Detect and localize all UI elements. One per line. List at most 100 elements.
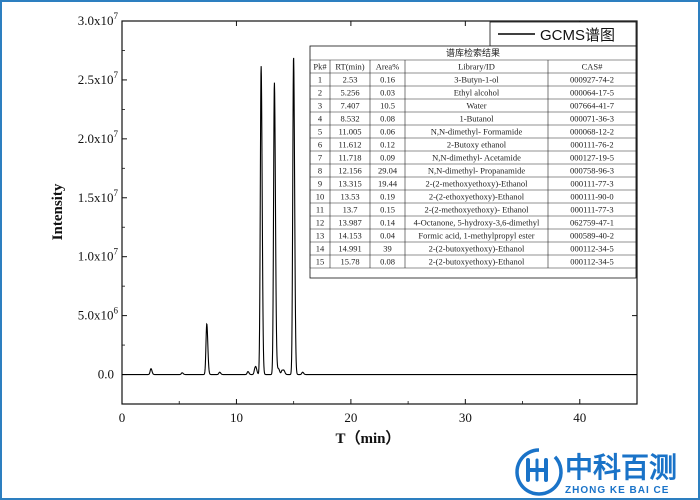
table-cell: 2-(2-butoxyethoxy)-Ethanol [429,244,525,254]
table-cell: 0.04 [380,231,396,241]
table-cell: 2-(2-methoxyethoxy)- Ethanol [424,205,529,215]
table-cell: 0.08 [380,114,395,124]
x-tick-label: 0 [119,410,126,425]
table-cell: 0.15 [380,205,395,215]
table-cell: 11.612 [338,140,361,150]
x-tick-label: 20 [344,410,357,425]
table-cell: 000111-77-3 [570,179,613,189]
table-cell: 10.5 [380,101,395,111]
table-header-cell: RT(min) [335,62,364,72]
legend: GCMS谱图 [489,21,637,47]
table-cell: N,N-dimethyl- Formamide [431,127,523,137]
table-cell: 000111-77-3 [570,205,613,215]
table-cell: 000758-96-3 [570,166,614,176]
table-cell: 10 [316,192,325,202]
table-cell: 1 [318,75,322,85]
x-tick-label: 10 [230,410,243,425]
table-cell: 4 [318,114,323,124]
table-cell: 3 [318,101,322,111]
table-cell: 062759-47-1 [570,218,614,228]
table-cell: 0.14 [380,218,396,228]
table-cell: 0.12 [380,140,395,150]
table-cell: 2-(2-butoxyethoxy)-Ethanol [429,257,525,267]
x-axis-title: T（min） [335,429,400,447]
table-cell: 13.7 [343,205,358,215]
table-cell: 29.04 [378,166,398,176]
table-cell: 000927-74-2 [570,75,614,85]
table-cell: 12.156 [338,166,361,176]
table-cell: 000589-40-2 [570,231,614,241]
table-cell: 2.53 [343,75,358,85]
table-cell: 11 [316,205,324,215]
table-cell: 19.44 [378,179,398,189]
table-cell: 12 [316,218,325,228]
table-cell: 39 [383,244,392,254]
table-cell: 4-Octanone, 5-hydroxy-3,6-dimethyl [414,218,540,228]
table-cell: 0.03 [380,88,395,98]
table-cell: 2-Butoxy ethanol [447,140,507,150]
table-cell: Water [466,101,486,111]
x-axis-ticks: 0 10 20 30 40 [119,21,586,425]
y-axis-ticks: 0.0 5.0x106 1.0x107 1.5x107 2.0x107 2.5x107 3.… [78,11,637,382]
table-header-cell: CAS# [582,62,604,72]
y-tick-label: 1.0x107 [78,247,119,264]
brand-logo: 中科百测 ZHONG KE BAI CE [515,448,677,496]
table-cell: Formic acid, 1-methylpropyl ester [418,231,534,241]
table-cell: 5 [318,127,322,137]
table-cell: 15.78 [340,257,359,267]
table-cell: 0.16 [380,75,395,85]
table-cell: 000112-34-5 [570,257,614,267]
table-cell: 14 [316,244,325,254]
table-cell: 000112-34-5 [570,244,614,254]
y-tick-label: 2.5x107 [78,70,119,87]
y-tick-label: 0.0 [98,367,114,382]
chromatogram-trace [122,57,637,376]
table-cell: 1-Butanol [460,114,495,124]
table-cell: 0.06 [380,127,395,137]
table-cell: 13.315 [338,179,361,189]
plot-area [121,20,638,405]
table-header-cell: Library/ID [458,62,495,72]
table-cell: 13 [316,231,325,241]
x-tick-label: 30 [459,410,472,425]
table-cell: 15 [316,257,325,267]
table-header-cell: Pk# [313,62,327,72]
library-search-table: 谱库检索结果 Pk# RT(min) Area% Library/ID CAS# 1 2.5… [309,45,637,279]
x-tick-label: 40 [573,410,586,425]
table-cell: 11.718 [338,153,361,163]
table-cell: 8 [318,166,322,176]
table-cell: Ethyl alcohol [454,88,500,98]
table-cell: 13.987 [338,218,361,228]
table-cell: N,N-dimethyl- Propanamide [428,166,525,176]
logo-english-text: ZHONG KE BAI CE [565,485,669,496]
y-tick-label: 2.0x107 [78,129,119,146]
table-cell: 7 [318,153,322,163]
table-cell: 0.08 [380,257,395,267]
table-cell: 007664-41-7 [570,101,614,111]
logo-mark-icon [515,448,563,496]
y-tick-label: 5.0x106 [78,306,119,323]
table-cell: N,N-dimethyl- Acetamide [432,153,521,163]
table-cell: 5.256 [340,88,359,98]
table-cell: 000111-76-2 [570,140,613,150]
table-cell: 2-(2-ethoxyethoxy)-Ethanol [429,192,525,202]
table-cell: 3-Butyn-1-ol [454,75,499,85]
table-cell: 11.005 [338,127,361,137]
table-cell: 0.19 [380,192,395,202]
table-cell: 14.153 [338,231,361,241]
table-cell: 14.991 [338,244,361,254]
table-cell: 9 [318,179,322,189]
table-cell: 000064-17-5 [570,88,614,98]
table-cell: 0.09 [380,153,395,163]
table-caption: 谱库检索结果 [446,47,500,58]
y-axis-title: Intensity [50,183,66,240]
table-header-cell: Area% [376,62,400,72]
table-cell: 000111-90-0 [570,192,613,202]
table-cell: 8.532 [340,114,359,124]
y-tick-label: 1.5x107 [78,188,119,205]
table-cell: 13.53 [340,192,359,202]
table-cell: 000068-12-2 [570,127,614,137]
y-tick-label: 3.0x107 [78,11,119,28]
